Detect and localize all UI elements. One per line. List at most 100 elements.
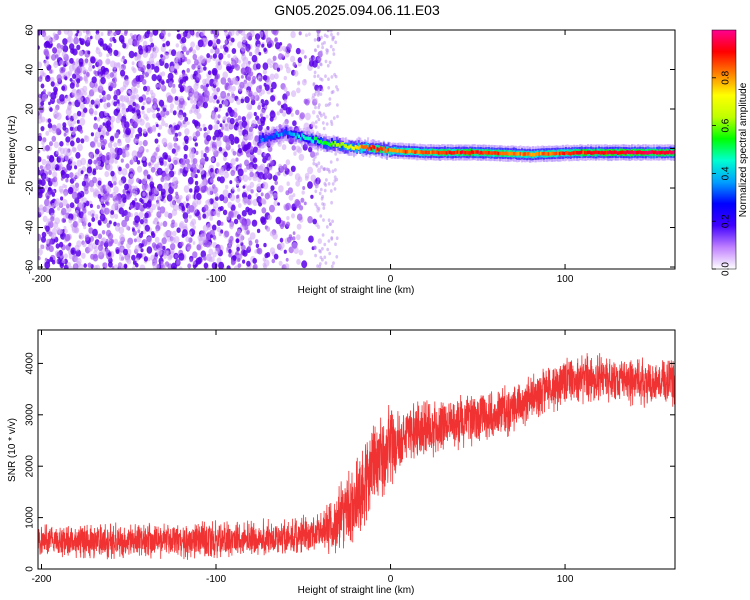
heatmap-noise-cell: [142, 191, 146, 197]
heatmap-noise-cell: [300, 49, 305, 55]
heatmap-line-cell: [312, 139, 315, 144]
heatmap-noise-cell: [49, 156, 55, 163]
heatmap-noise-cell: [98, 94, 102, 99]
heatmap-noise-cell: [89, 186, 94, 193]
heatmap-noise-cell: [314, 125, 318, 129]
heatmap-noise-cell: [192, 119, 196, 125]
heatmap-noise-cell: [246, 164, 251, 170]
heatmap-noise-cell: [175, 43, 179, 48]
heatmap-noise-cell: [131, 150, 138, 158]
heatmap-noise-cell: [284, 51, 290, 58]
heatmap-noise-cell: [145, 91, 149, 95]
heatmap-noise-cell: [223, 60, 227, 65]
heatmap-noise-cell: [174, 96, 179, 101]
heatmap-line-cell: [315, 136, 318, 141]
snr-x-label: Height of straight line (km): [298, 585, 415, 596]
heatmap-line-cell: [475, 150, 478, 154]
heatmap-noise-cell: [86, 37, 91, 43]
colorbar-tick-label: 0.2: [721, 214, 732, 228]
heatmap-noise-cell: [318, 103, 321, 107]
heatmap-line-cell: [371, 144, 374, 149]
heatmap-noise-cell: [63, 191, 68, 197]
heatmap-line-cell: [511, 151, 514, 156]
heatmap-noise-cell: [175, 51, 182, 60]
heatmap-line-cell: [649, 150, 652, 154]
heatmap-line-cell: [583, 150, 586, 155]
heatmap-line-cell: [442, 150, 445, 155]
heatmap-noise-cell: [118, 207, 125, 215]
heatmap-noise-cell: [237, 263, 242, 268]
heatmap-noise-cell: [54, 259, 58, 264]
heatmap-noise-cell: [80, 103, 85, 110]
heatmap-noise-cell: [80, 66, 86, 74]
heatmap-noise-cell: [322, 167, 326, 171]
heatmap-line-cell: [557, 151, 560, 156]
heatmap-noise-cell: [129, 32, 133, 37]
heatmap-noise-cell: [123, 263, 128, 269]
heatmap-noise-cell: [161, 120, 166, 127]
heatmap-noise-cell: [304, 112, 311, 121]
heatmap-line-cell: [338, 138, 341, 149]
heatmap-noise-cell: [316, 152, 319, 156]
heatmap-noise-cell: [186, 193, 192, 200]
heatmap-noise-cell: [246, 113, 252, 120]
heatmap-noise-cell: [121, 168, 128, 176]
heatmap-noise-cell: [220, 77, 227, 85]
heatmap-line-cell: [368, 145, 371, 149]
heatmap-line-cell: [598, 150, 600, 155]
heatmap-noise-cell: [156, 196, 161, 202]
heatmap-noise-cell: [236, 98, 242, 105]
heatmap-noise-cell: [242, 249, 248, 257]
heatmap-noise-cell: [83, 58, 89, 65]
heatmap-noise-cell: [325, 48, 329, 52]
heatmap-noise-cell: [184, 128, 190, 136]
heatmap-noise-cell: [161, 237, 167, 245]
heatmap-noise-cell: [134, 94, 140, 100]
heatmap-noise-cell: [237, 203, 242, 208]
heatmap-noise-cell: [302, 143, 308, 151]
heatmap-noise-cell: [182, 112, 187, 118]
heatmap-line-cell: [386, 149, 388, 153]
heatmap-line-cell: [659, 151, 662, 155]
heatmap-line-cell: [276, 131, 278, 135]
heatmap-noise-cell: [184, 86, 189, 92]
heatmap-line-cell: [260, 135, 263, 139]
heatmap-noise-cell: [53, 90, 58, 96]
heatmap-line-cell: [335, 143, 338, 147]
heatmap-noise-cell: [170, 243, 176, 251]
snr-series-line: [38, 353, 675, 560]
heatmap-noise-cell: [113, 186, 119, 194]
heatmap-noise-cell: [263, 152, 267, 157]
heatmap-noise-cell: [237, 168, 244, 177]
heatmap-noise-cell: [276, 111, 280, 116]
heatmap-noise-cell: [38, 135, 43, 142]
heatmap-noise-cell: [258, 84, 263, 90]
heatmap-noise-cell: [97, 233, 103, 240]
heatmap-noise-cell: [303, 98, 308, 105]
heatmap-noise-cell: [285, 202, 292, 211]
heatmap-noise-cell: [206, 233, 212, 241]
heatmap-noise-cell: [283, 75, 287, 81]
heatmap-noise-cell: [104, 71, 110, 78]
heatmap-noise-cell: [94, 148, 100, 155]
heatmap-noise-cell: [180, 32, 184, 37]
heatmap-noise-cell: [106, 94, 111, 101]
heatmap-noise-cell: [173, 142, 178, 149]
heatmap-noise-cell: [263, 82, 267, 87]
heatmap-line-cell: [616, 151, 619, 155]
heatmap-noise-cell: [125, 135, 131, 144]
heatmap-noise-cell: [208, 146, 212, 151]
heatmap-noise-cell: [224, 46, 229, 53]
heatmap-line-cell: [670, 150, 673, 155]
heatmap-noise-cell: [168, 254, 173, 260]
heatmap-noise-cell: [213, 235, 217, 241]
heatmap-noise-cell: [286, 181, 290, 186]
heatmap-noise-cell: [62, 38, 68, 46]
heatmap-noise-cell: [295, 109, 300, 116]
heatmap-noise-cell: [136, 160, 141, 165]
heatmap-noise-cell: [125, 97, 130, 103]
heatmap-line-cell: [660, 150, 663, 155]
heatmap-noise-cell: [117, 262, 124, 269]
heatmap-line-cell: [488, 151, 491, 155]
heatmap-noise-cell: [183, 144, 189, 152]
